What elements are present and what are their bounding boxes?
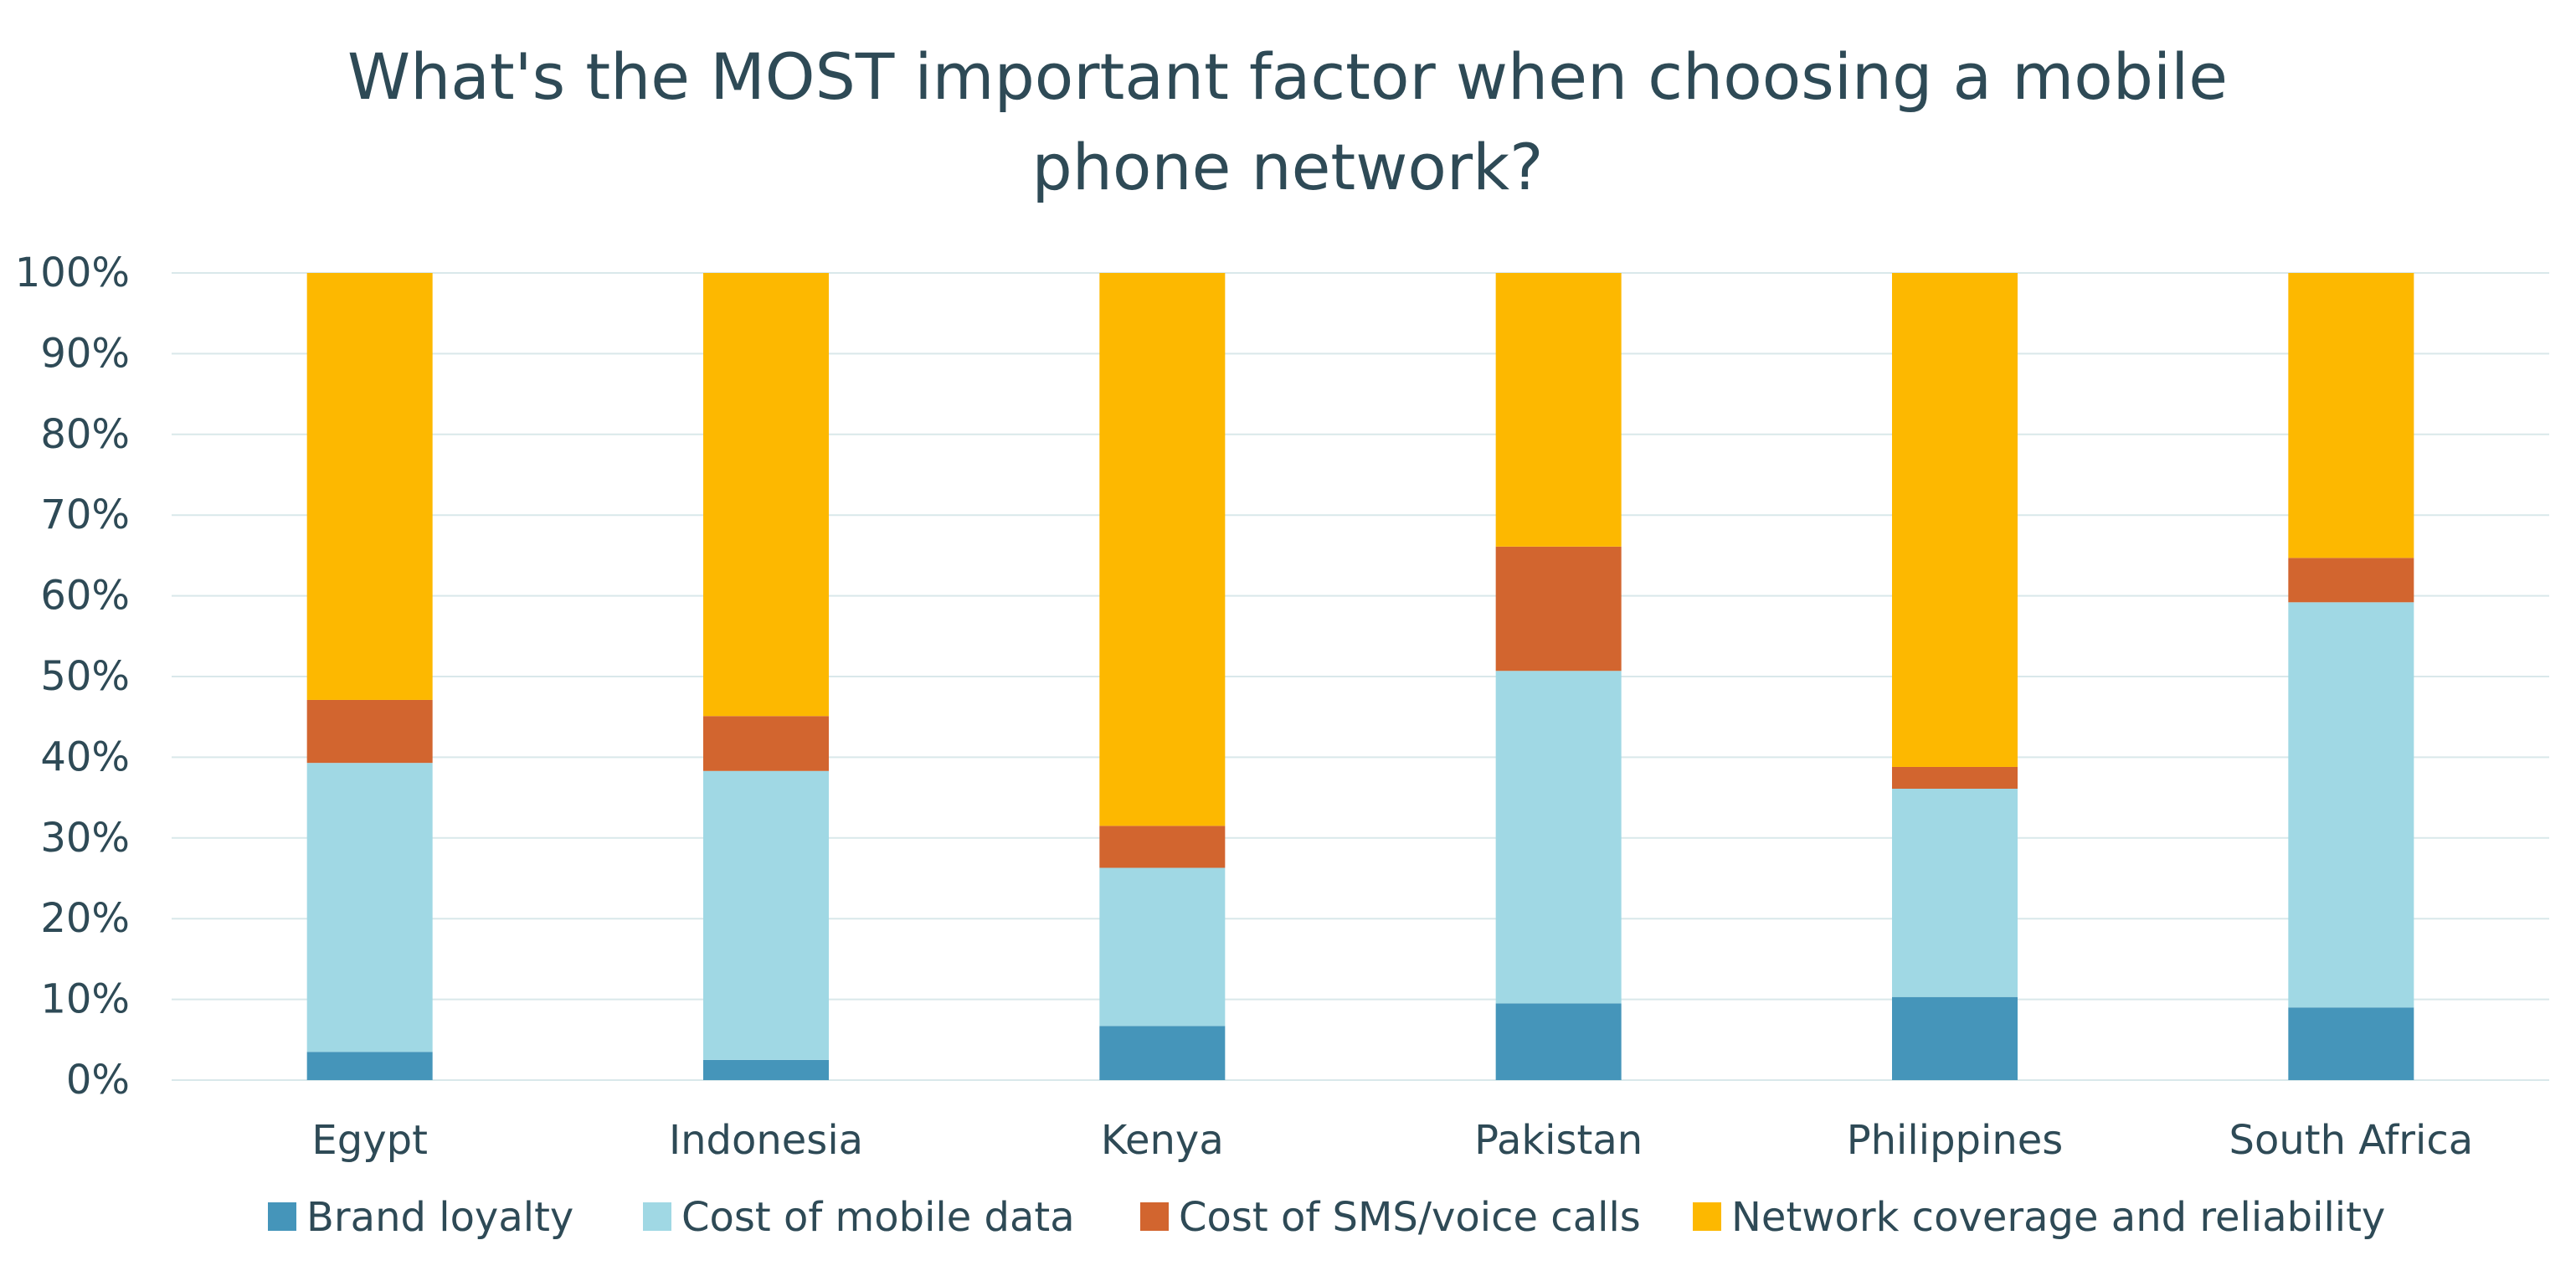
bar-segment-3-0 (1495, 1003, 1622, 1080)
y-tick-label: 0% (66, 1057, 130, 1104)
bar-segment-3-3 (1495, 273, 1622, 547)
bar-segment-4-0 (1892, 996, 2018, 1080)
legend: Brand loyalty Cost of mobile data Cost of … (268, 1194, 2385, 1241)
bar-segment-0-3 (306, 273, 433, 700)
y-tick-label: 30% (40, 815, 130, 862)
x-tick-label: Indonesia (669, 1117, 863, 1164)
bar-segment-4-2 (1892, 766, 2018, 789)
x-tick-label: Pakistan (1474, 1117, 1643, 1164)
chart-title: What's the MOST important factor when ch… (347, 39, 2228, 204)
y-tick-label: 100% (15, 250, 130, 296)
x-tick-label: South Africa (2229, 1117, 2474, 1164)
legend-label: Cost of SMS/voice calls (1179, 1194, 1641, 1241)
bar-segment-0-1 (306, 763, 433, 1052)
bar-segment-1-0 (703, 1059, 829, 1080)
legend-label: Cost of mobile data (681, 1194, 1075, 1241)
bar-segment-4-3 (1892, 273, 2018, 767)
bar-segment-2-3 (1099, 273, 1226, 826)
bar-segment-5-2 (2288, 558, 2414, 603)
legend-label: Brand loyalty (306, 1194, 573, 1241)
y-tick-label: 10% (40, 976, 130, 1023)
bar-segment-2-0 (1099, 1026, 1226, 1080)
x-tick-label: Kenya (1101, 1117, 1224, 1164)
y-tick-label: 90% (40, 330, 130, 377)
chart-title-line-2: phone network? (1032, 130, 1544, 204)
gridlines (172, 272, 2549, 1081)
bar-segment-3-2 (1495, 546, 1622, 672)
bar-segment-2-1 (1099, 867, 1226, 1027)
bar-segment-0-2 (306, 699, 433, 764)
bar-segment-0-0 (306, 1052, 433, 1080)
bar-segment-5-3 (2288, 273, 2414, 558)
bar-segment-5-0 (2288, 1007, 2414, 1080)
legend-swatch (1693, 1202, 1721, 1231)
x-axis-tick-labels: Egypt Indonesia Kenya Pakistan Philippines So… (311, 1117, 2473, 1164)
y-tick-label: 60% (40, 573, 130, 620)
legend-swatch (643, 1202, 671, 1231)
legend-label: Network coverage and reliability (1731, 1194, 2385, 1241)
bar-segment-1-2 (703, 716, 829, 771)
y-tick-label: 50% (40, 653, 130, 700)
bars (306, 273, 2414, 1080)
bar-segment-2-2 (1099, 826, 1226, 868)
bar-segment-3-1 (1495, 671, 1622, 1004)
y-tick-label: 80% (40, 411, 130, 458)
bar-segment-1-3 (703, 273, 829, 717)
legend-swatch (268, 1202, 296, 1231)
y-tick-label: 70% (40, 491, 130, 538)
bar-segment-1-1 (703, 770, 829, 1060)
x-tick-label: Egypt (311, 1117, 428, 1164)
legend-swatch (1140, 1202, 1169, 1231)
y-tick-label: 40% (40, 733, 130, 780)
bar-segment-4-1 (1892, 788, 2018, 997)
y-axis-tick-labels: 0% 10% 20% 30% 40% 50% 60% 70% 80% 90% 100% (15, 250, 130, 1104)
bar-segment-5-1 (2288, 602, 2414, 1008)
x-tick-label: Philippines (1847, 1117, 2064, 1164)
chart-title-line-1: What's the MOST important factor when ch… (347, 39, 2228, 114)
y-tick-label: 20% (40, 895, 130, 942)
